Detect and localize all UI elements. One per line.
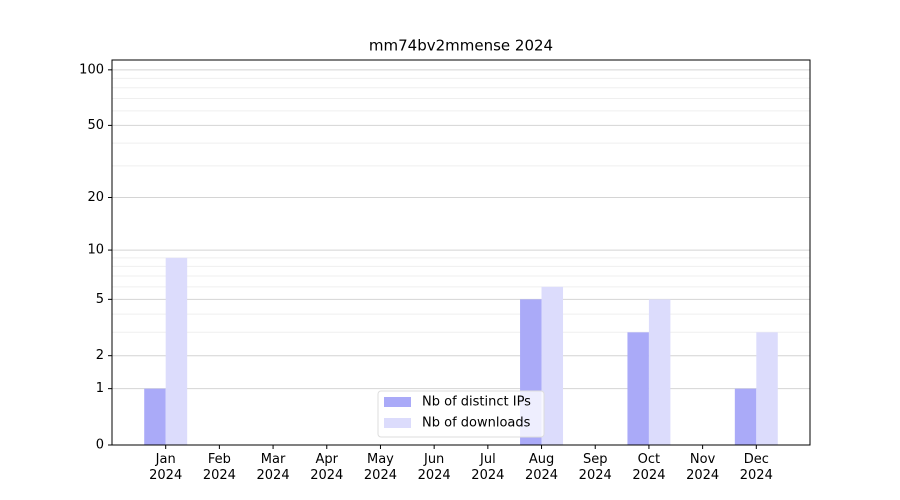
x-tick-label: Apr 2024 [310, 452, 344, 483]
y-tick-label: 50 [87, 118, 104, 133]
y-tick-label: 100 [79, 62, 104, 77]
x-tick-label: Mar 2024 [256, 452, 290, 483]
legend-swatch [384, 397, 411, 407]
x-tick-label: Jun 2024 [417, 452, 451, 483]
y-tick-label: 2 [96, 348, 104, 363]
chart-title: mm74bv2mmense 2024 [369, 37, 553, 55]
x-tick-label: Feb 2024 [202, 452, 236, 483]
bar [756, 332, 778, 445]
x-tick-label: Aug 2024 [524, 452, 559, 483]
legend-label: Nb of downloads [422, 416, 531, 431]
y-tick-label: 5 [96, 292, 104, 307]
x-tick-label: Jul 2024 [471, 452, 505, 483]
y-tick-label: 10 [87, 243, 104, 258]
legend-label: Nb of distinct IPs [422, 395, 531, 410]
bar [144, 388, 166, 445]
bar [627, 332, 649, 445]
y-tick-label: 0 [96, 438, 104, 453]
x-tick-label: Nov 2024 [686, 452, 720, 483]
x-tick-label: May 2024 [363, 452, 397, 483]
bar [541, 286, 564, 445]
x-tick-label: Jan 2024 [149, 452, 183, 483]
y-tick-label: 1 [96, 381, 104, 396]
x-tick-label: Dec 2024 [739, 452, 773, 483]
plot-frame [111, 59, 811, 446]
legend-swatch [384, 418, 411, 428]
x-tick-label: Oct 2024 [632, 452, 666, 483]
bar [734, 388, 757, 445]
legend-box [377, 390, 545, 438]
bar [648, 299, 671, 445]
x-tick-label: Sep 2024 [578, 452, 612, 483]
bar [165, 257, 188, 445]
y-tick-label: 20 [87, 190, 104, 205]
